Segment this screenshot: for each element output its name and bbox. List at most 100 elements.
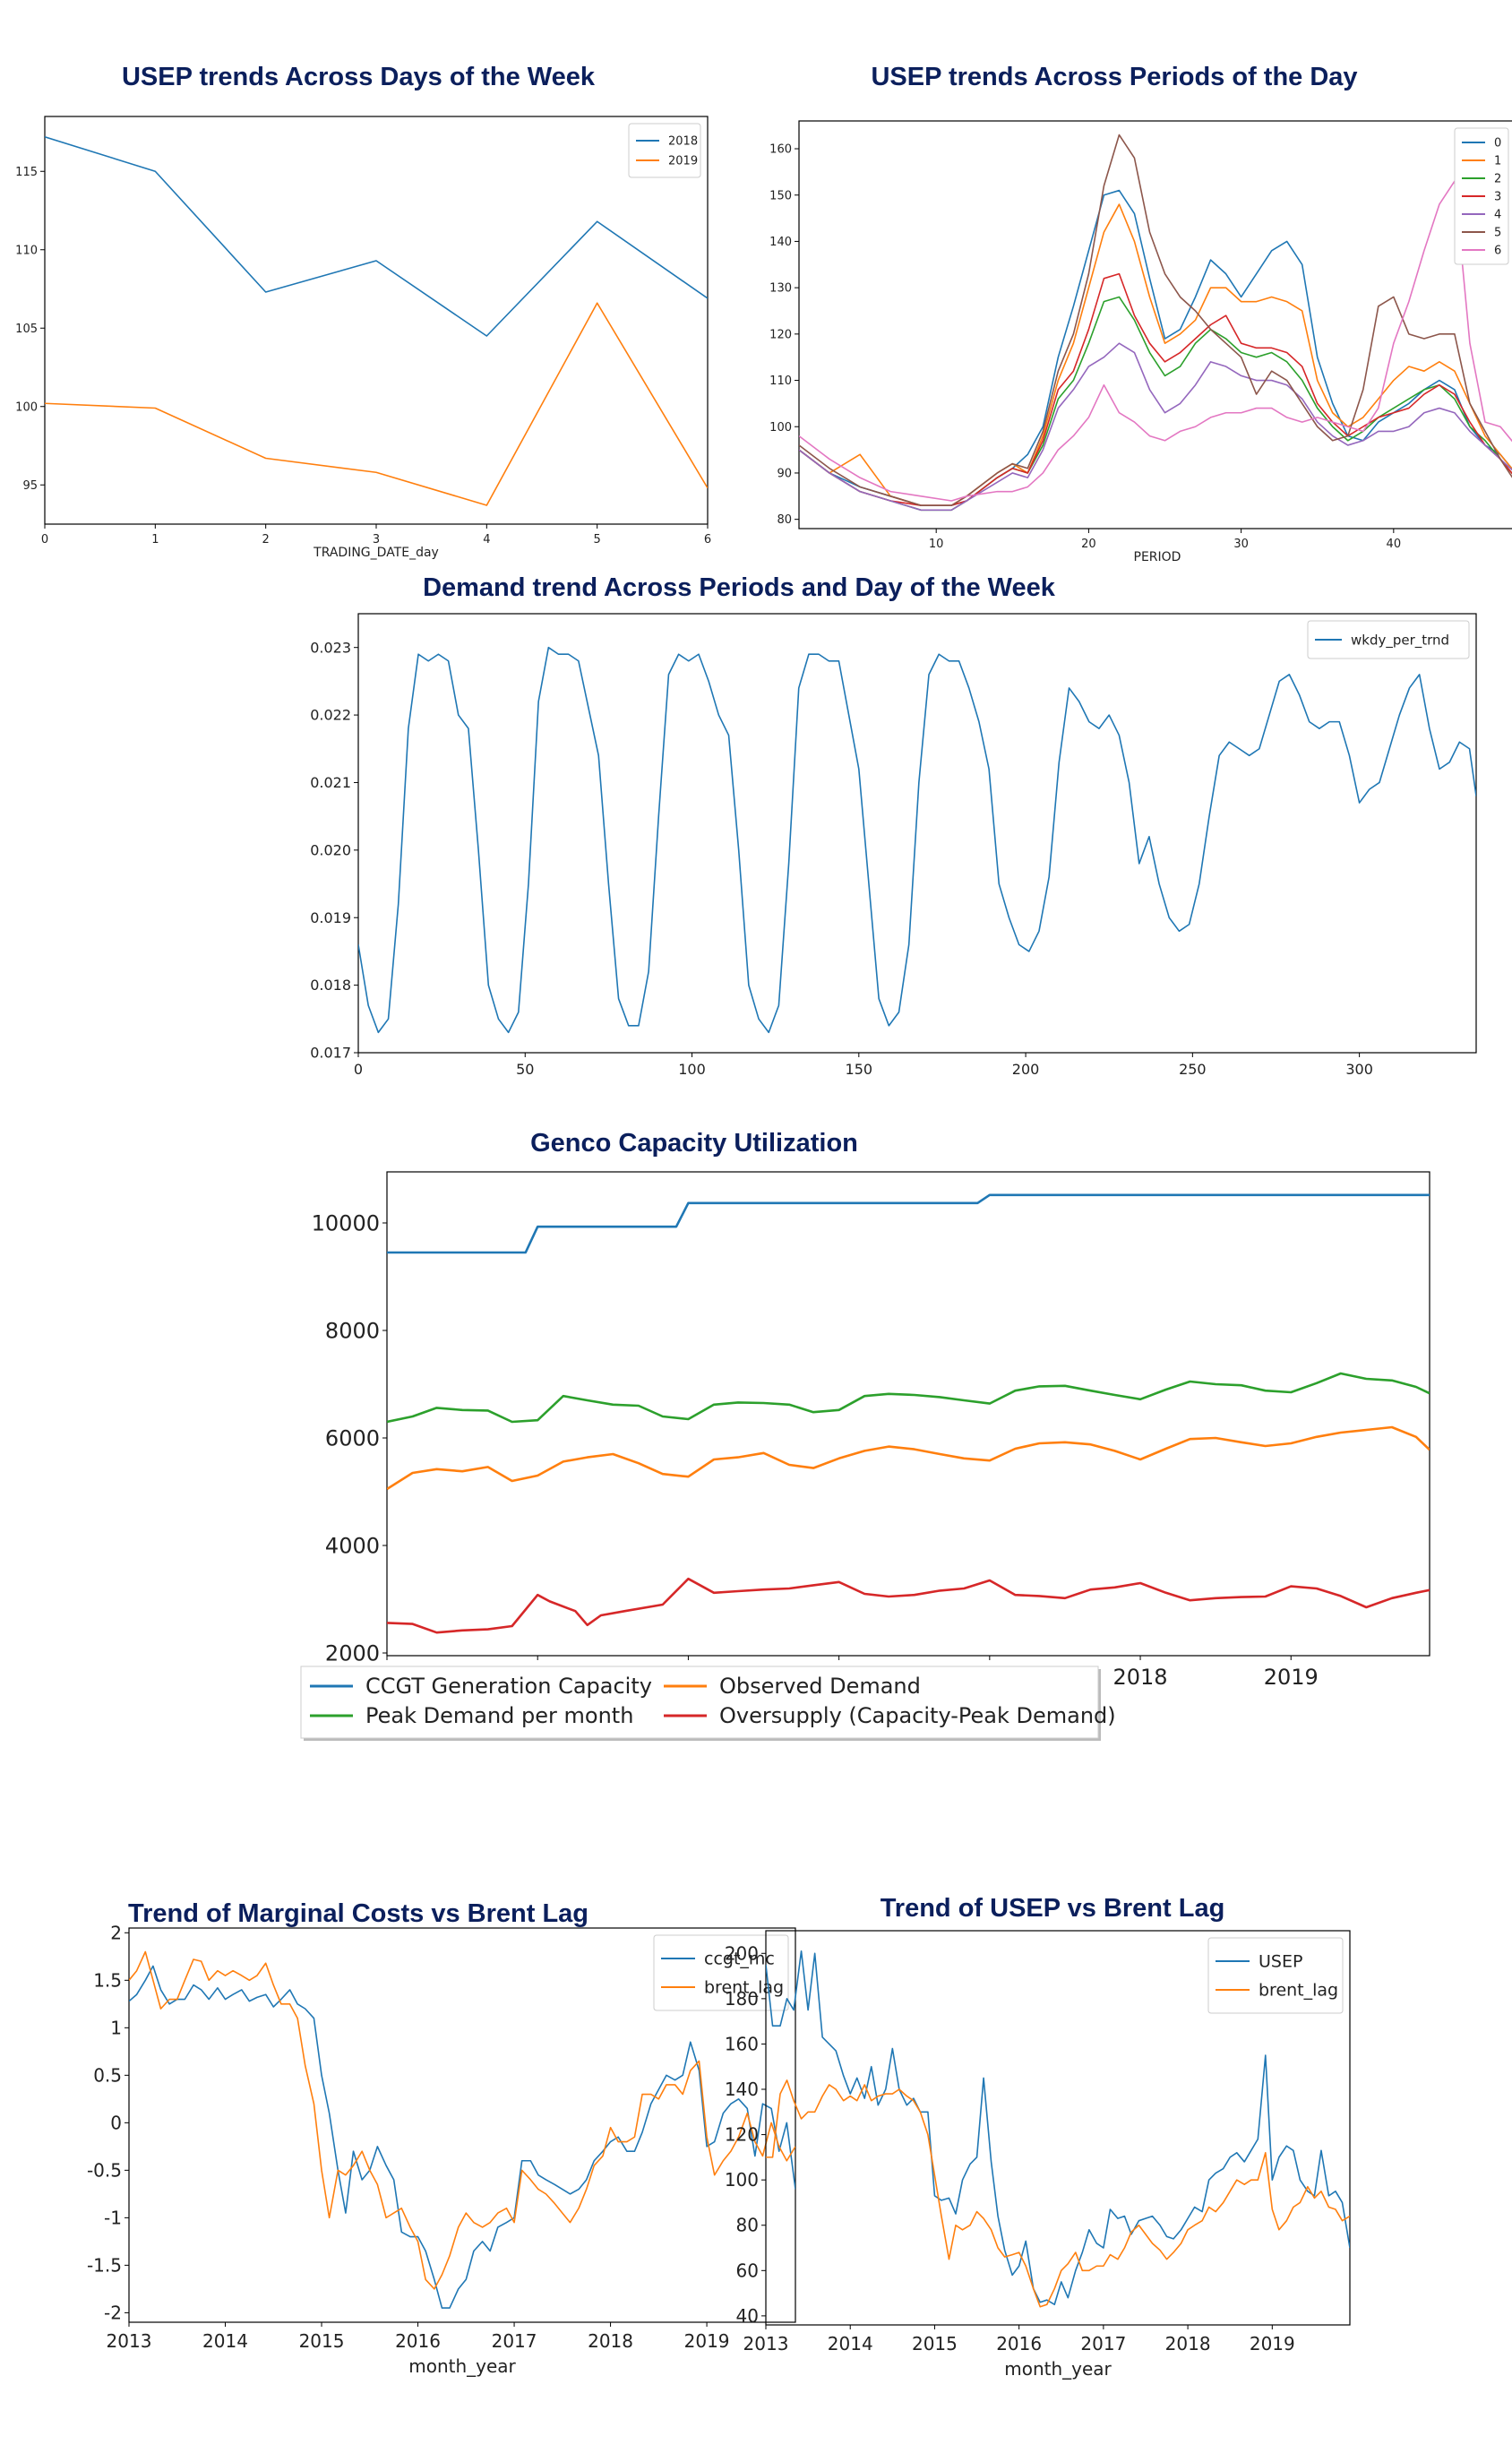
legend-label: wkdy_per_trnd (1351, 632, 1449, 649)
y-tick-label: 4000 (325, 1533, 380, 1558)
x-axis-label: month_year (1004, 2358, 1112, 2380)
y-tick-label: 8000 (325, 1318, 380, 1343)
x-tick-label: 3 (373, 533, 380, 547)
x-tick-label: 6 (704, 533, 711, 547)
y-tick-label: 100 (725, 2169, 759, 2191)
y-tick-label: 115 (15, 166, 38, 179)
x-tick-label: 2018 (1113, 1665, 1168, 1690)
y-tick-label: 0.020 (310, 841, 351, 858)
legend-label: CCGT Generation Capacity (365, 1674, 652, 1699)
series-group (799, 133, 1512, 512)
legend-label: USEP (1259, 1952, 1302, 1972)
series-line-peak-demand-per-month (387, 1372, 1430, 1424)
y-tick-label: 60 (736, 2260, 759, 2281)
series-group (45, 135, 708, 506)
y-tick-label: 140 (769, 236, 792, 249)
y-tick-label: 80 (736, 2215, 759, 2236)
x-tick-label: 2015 (912, 2333, 958, 2354)
y-tick-label: 1.5 (93, 1969, 122, 1991)
x-tick-label: 250 (1179, 1061, 1207, 1078)
x-tick-label: 2017 (1080, 2333, 1126, 2354)
legend (653, 1934, 789, 2011)
x-tick-label: 4 (483, 533, 490, 547)
x-tick-label: 300 (1345, 1061, 1373, 1078)
legend-label: 2 (1494, 173, 1501, 186)
y-tick-label: 1 (110, 2017, 122, 2038)
x-axis-label: month_year (408, 2355, 516, 2377)
y-tick-label: -1.5 (87, 2254, 122, 2276)
chart-title: Genco Capacity Utilization (530, 1129, 858, 1158)
y-tick-label: 0.017 (310, 1045, 351, 1062)
series-group (358, 646, 1476, 1034)
series-line-oversupply-capacity-peak-demand- (387, 1577, 1430, 1634)
x-tick-label: 5 (594, 533, 601, 547)
y-tick-label: 0.022 (310, 707, 351, 724)
x-tick-label: 2019 (1250, 2333, 1295, 2354)
chart-pod-svg: 80 90 100 110 120 130 140 150 160 10 20 30 40 PERIOD 0… (769, 120, 1512, 564)
x-tick-label: 2019 (684, 2330, 730, 2352)
y-tick-label: 150 (769, 189, 792, 202)
series-line-brent-lag (766, 2079, 1350, 2308)
chart-dow-svg: 95 100 105 110 115 0 1 2 3 4 5 6 TRADING_DATE_day 201… (15, 116, 711, 560)
chart-genco-svg: 2000400060008000100002013201420152016201… (300, 1171, 1430, 1741)
legend (1207, 1937, 1344, 2014)
y-tick-label: 0.018 (310, 977, 351, 994)
y-tick-label: 2000 (325, 1640, 380, 1666)
legend-label: 5 (1494, 227, 1501, 240)
legend (1307, 620, 1470, 659)
series-line-2 (799, 296, 1512, 512)
x-tick-label: 2013 (743, 2333, 789, 2354)
x-tick-label: 20 (1081, 538, 1096, 551)
y-tick-label: 180 (725, 1988, 759, 2010)
legend-label: brent_lag (704, 1978, 784, 1998)
legend-label: 4 (1494, 209, 1501, 222)
legend-label: 3 (1494, 191, 1501, 204)
y-tick-label: 140 (725, 2079, 759, 2100)
y-tick-label: 100 (15, 400, 38, 414)
legend-label: Observed Demand (719, 1674, 921, 1699)
series-line-brent-lag (129, 1950, 795, 2290)
y-tick-label: 105 (15, 323, 38, 336)
y-tick-label: 120 (769, 328, 792, 341)
x-tick-label: 2013 (107, 2330, 152, 2352)
x-tick-label: 1 (151, 533, 159, 547)
legend-label: 1 (1494, 155, 1501, 168)
x-tick-label: 2018 (1165, 2333, 1211, 2354)
series-group (387, 1193, 1430, 1634)
x-tick-label: 100 (678, 1061, 706, 1078)
series-line-5 (799, 133, 1512, 506)
legend-label: 2019 (668, 155, 698, 168)
y-tick-label: 0.023 (310, 639, 351, 656)
series-line-6 (799, 180, 1512, 502)
chart-title: USEP trends Across Periods of the Day (871, 63, 1358, 91)
chart-mc-brent-svg: -2 -1.5 -1 -0.5 0 0.5 1 1.5 2 2013 2014 2015 2016 201… (87, 1922, 796, 2377)
chart-panel-dow: USEP trends Across Days of the Week 95 10… (0, 0, 717, 560)
x-tick-label: 200 (1012, 1061, 1040, 1078)
x-tick-label: 2016 (996, 2333, 1042, 2354)
y-tick-label: 110 (15, 244, 38, 257)
legend-label: 6 (1494, 245, 1501, 258)
y-tick-label: 2 (110, 1922, 122, 1943)
y-tick-label: 160 (725, 2033, 759, 2054)
y-tick-label: -1 (104, 2207, 122, 2228)
series-line-3 (799, 272, 1512, 506)
legend-label: Oversupply (Capacity-Peak Demand) (719, 1703, 1116, 1728)
y-tick-label: 160 (769, 143, 792, 157)
y-tick-label: 6000 (325, 1425, 380, 1451)
series-line-0 (799, 189, 1512, 506)
plot-frame (128, 1927, 796, 2323)
series-line-ccgt-mc (129, 1965, 795, 2309)
x-tick-label: 2017 (492, 2330, 537, 2352)
y-tick-label: 100 (769, 421, 792, 435)
legend-label: Peak Demand per month (365, 1703, 633, 1728)
series-line-wkdy-per-trnd (358, 646, 1476, 1034)
x-tick-label: 2016 (395, 2330, 441, 2352)
y-tick-label: -0.5 (87, 2159, 122, 2181)
plot-frame (765, 1930, 1351, 2326)
plot-frame (386, 1171, 1430, 1657)
chart-panel-pod: USEP trends Across Periods of the Day 80… (717, 0, 1512, 564)
chart-panel-genco: Genco Capacity Utilization 2000 4000 6000 8… (0, 1111, 1512, 1792)
plot-frame (798, 120, 1512, 529)
series-line-observed-demand (387, 1425, 1430, 1491)
x-tick-label: 2019 (1264, 1665, 1319, 1690)
